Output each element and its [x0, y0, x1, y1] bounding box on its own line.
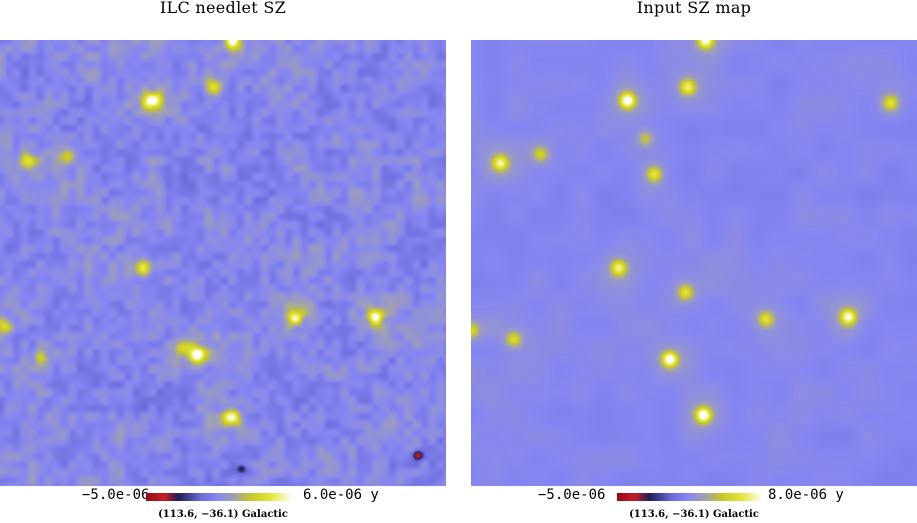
colorbar-min-label: −5.0e-06 — [538, 487, 606, 503]
coordinate-label: (113.6, −36.1) Galactic — [158, 509, 288, 520]
panel-ilc-needlet-sz: ILC needlet SZ −5.0e-06 6.0e-06 y (113.6… — [0, 0, 446, 523]
colorbar-gradient — [146, 493, 292, 501]
colorbar-max-label: 6.0e-06 y — [303, 487, 379, 503]
sky-map-image — [0, 40, 446, 486]
colorbar-gradient — [617, 493, 763, 501]
colorbar: −5.0e-06 6.0e-06 y — [0, 487, 446, 507]
panel-input-sz-map: Input SZ map −5.0e-06 8.0e-06 y (113.6, … — [471, 0, 917, 523]
colorbar: −5.0e-06 8.0e-06 y — [471, 487, 917, 507]
colorbar-max-label: 8.0e-06 y — [768, 487, 844, 503]
panel-title: ILC needlet SZ — [159, 0, 287, 17]
panel-title: Input SZ map — [636, 0, 752, 17]
sky-map-image — [471, 40, 917, 486]
colorbar-min-label: −5.0e-06 — [82, 487, 150, 503]
coordinate-label: (113.6, −36.1) Galactic — [629, 509, 759, 520]
